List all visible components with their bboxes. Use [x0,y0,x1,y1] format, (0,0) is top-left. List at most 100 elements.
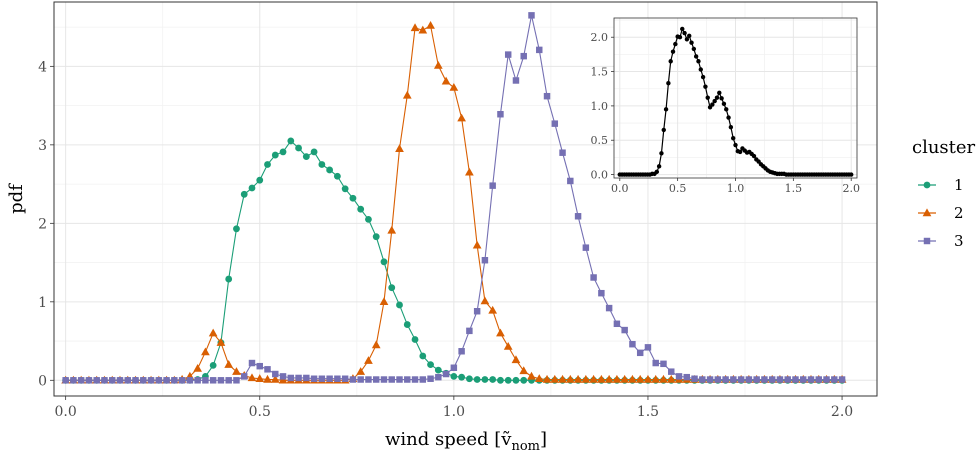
data-point [635,374,645,383]
legend-label: 3 [954,232,964,250]
data-point [388,284,396,292]
data-point [427,361,434,369]
data-point [753,376,760,383]
data-point [528,12,535,19]
legend-label: 2 [954,204,964,222]
x-axis-title-symbol: ṽ [500,429,512,450]
y-tick-label: 3 [38,138,47,154]
x-tick-label: 0.5 [249,404,271,420]
data-point [147,377,155,384]
data-point [411,376,419,383]
data-point [497,111,504,118]
data-point [85,377,93,384]
y-tick-label: 2.0 [591,31,609,44]
data-point [719,96,724,101]
x-tick-label: 0.0 [611,182,629,195]
data-point [326,375,333,382]
data-point [140,377,147,384]
data-point [357,205,365,213]
data-point [372,376,380,383]
data-point [472,240,482,249]
data-point [255,374,265,382]
data-point [124,377,131,384]
data-point [651,374,661,383]
data-point [520,376,528,384]
data-point [691,46,697,52]
data-point [295,374,302,382]
data-point [761,376,768,383]
data-point [62,377,69,384]
data-point [675,373,683,380]
data-point [565,374,575,383]
x-axis-title: wind speed [ṽnom] [385,429,547,454]
data-point [365,216,372,223]
data-point [714,95,720,100]
data-point [77,377,85,384]
data-point [264,161,271,168]
data-point [520,52,527,60]
data-point [208,328,218,337]
data-point [629,340,636,348]
y-tick-label: 0.5 [591,134,609,147]
data-point [534,374,544,382]
data-point [683,373,691,381]
data-point [402,90,412,99]
main-y-ticks: 0 1 2 3 4 [38,59,54,389]
x-tick-label: 1.0 [727,182,745,195]
data-point [434,366,442,374]
legend-item-2: 2 [918,204,964,222]
data-point [684,37,690,42]
legend-item-3: 3 [918,232,964,250]
data-point [216,338,226,346]
data-point [612,374,622,383]
data-point [380,376,388,383]
data-point [225,377,232,384]
data-point [465,375,473,383]
data-point [613,320,621,328]
data-point [356,367,366,375]
data-point [710,102,715,107]
data-point [473,308,481,315]
data-point [116,377,124,384]
inset-x-ticks: 0.0 0.5 1.0 1.5 2.0 [611,178,860,195]
y-tick-label: 1.0 [591,100,609,113]
data-point [449,82,459,91]
data-point [310,375,318,382]
data-point [349,194,357,202]
data-point [581,374,591,383]
data-point [403,321,411,328]
data-point [364,356,373,364]
data-point [721,101,727,107]
data-point [728,124,734,130]
inset-series [617,26,854,177]
data-point [489,376,497,383]
series-0 [617,26,854,177]
data-point [295,144,302,152]
data-point [247,373,257,382]
data-point [349,376,357,383]
data-point [163,377,170,384]
data-point [551,120,559,127]
data-point [287,137,295,145]
data-point [302,153,310,161]
data-point [404,376,411,383]
data-point [272,370,279,378]
data-point [737,149,743,155]
data-point [666,81,671,86]
data-point [333,172,341,180]
y-tick-label: 1.5 [591,66,609,79]
data-point [696,59,701,64]
data-point [621,326,628,334]
data-point [670,49,676,54]
data-point [488,305,498,314]
data-point [730,135,736,141]
data-point [224,360,234,368]
main-plot-border [53,1,878,397]
data-point [733,142,738,148]
data-point [512,77,520,84]
data-point [620,374,630,383]
data-point [418,25,428,34]
data-point [457,113,466,122]
data-point [745,376,753,383]
